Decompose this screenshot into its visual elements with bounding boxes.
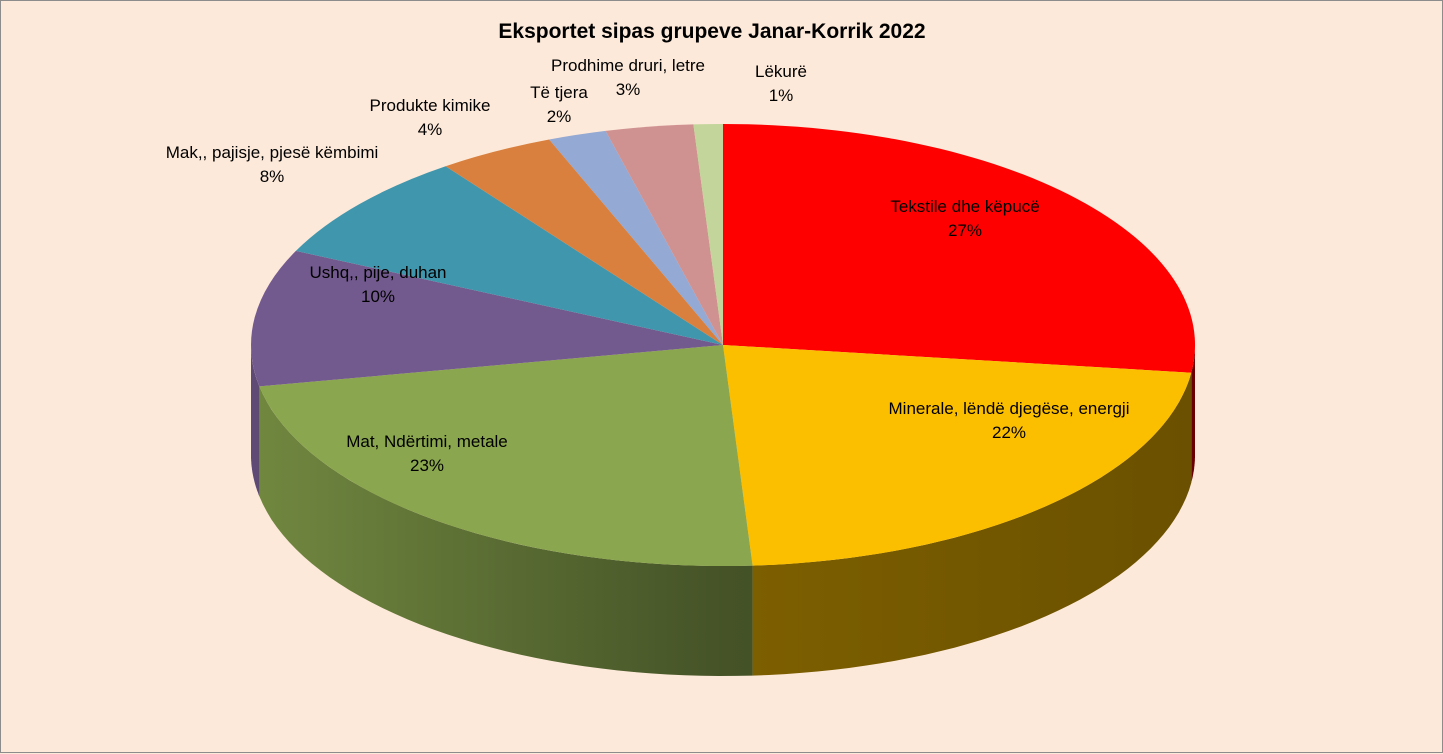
- pie-slice: [259, 345, 753, 567]
- pie-slice-side: [752, 372, 1192, 676]
- pie-slice: [693, 123, 723, 345]
- pie-slice: [549, 130, 723, 345]
- chart-title: Eksportet sipas grupeve Janar-Korrik 202…: [498, 20, 925, 43]
- pie-slice: [251, 250, 723, 387]
- slice-label: Mat, Ndërtimi, metale 23%: [346, 432, 508, 475]
- slice-label: Ushq,, pije, duhan 10%: [309, 263, 446, 306]
- pie-slice: [723, 345, 1192, 566]
- slice-label: Minerale, lëndë djegëse, energji 22%: [889, 399, 1130, 442]
- pie-slice: [723, 124, 1196, 373]
- pie-slice: [295, 166, 723, 345]
- slice-label: Lëkurë 1%: [755, 62, 807, 105]
- pie-slice-side: [259, 386, 753, 676]
- pie-slices: [251, 123, 1196, 567]
- slice-label: Mak,, pajisje, pjesë këmbimi 8%: [166, 143, 379, 186]
- pie-slice-side: [1191, 345, 1195, 483]
- pie-slice: [605, 124, 723, 346]
- pie-slice: [445, 139, 723, 345]
- slice-label: Prodhime druri, letre 3%: [551, 56, 705, 99]
- pie-slice-side: [251, 345, 260, 497]
- slice-label: Produkte kimike 4%: [370, 96, 491, 139]
- pie-sides: [251, 345, 1195, 676]
- slice-label: Tekstile dhe këpucë 27%: [890, 197, 1039, 240]
- slice-label: Të tjera 2%: [530, 83, 588, 126]
- slice-labels: Tekstile dhe këpucë 27% Minerale, lëndë dj…: [166, 56, 1130, 475]
